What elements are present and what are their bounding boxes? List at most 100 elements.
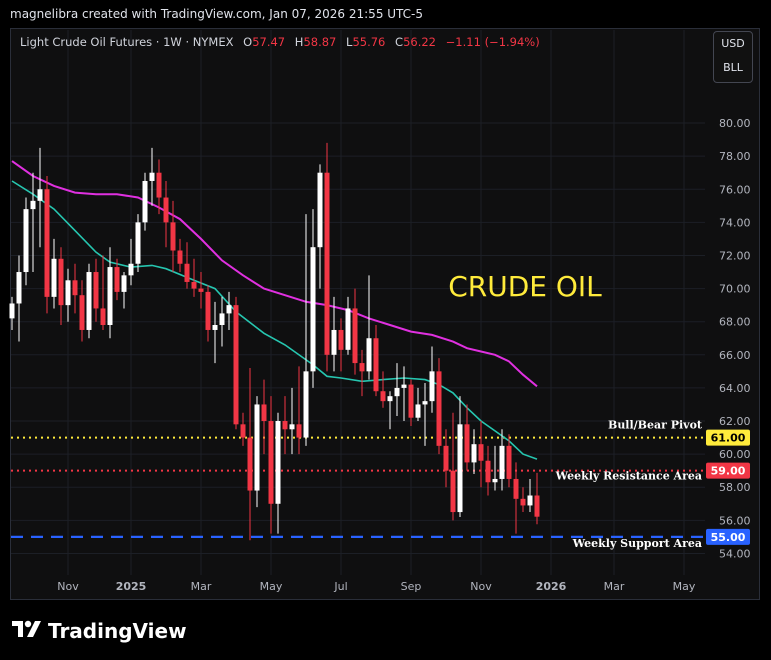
candle-body <box>51 258 57 297</box>
x-tick-label: Mar <box>191 580 212 593</box>
candle-body <box>478 444 484 461</box>
candle-body <box>205 291 211 330</box>
candle-body <box>86 272 92 330</box>
candle-body <box>366 338 372 372</box>
candle-body <box>121 275 127 292</box>
y-tick-label: 58.00 <box>719 481 751 494</box>
y-tick-label: 60.00 <box>719 448 751 461</box>
ohlc-legend: Light Crude Oil Futures · 1W · NYMEX O57… <box>20 35 540 49</box>
low-value: 55.76 <box>352 35 386 49</box>
y-tick-label: 78.00 <box>719 150 751 163</box>
candle-body <box>261 404 267 422</box>
level-label: Weekly Resistance Area <box>555 470 702 483</box>
high-value: 58.87 <box>303 35 337 49</box>
slow-moving-average-line <box>11 160 538 388</box>
tradingview-logo-icon <box>12 619 42 643</box>
candle-body <box>296 424 302 438</box>
candle-body <box>394 387 400 397</box>
candle-body <box>324 172 330 355</box>
candle-body <box>142 180 148 223</box>
candle-body <box>219 313 225 325</box>
x-tick-label: Sep <box>401 580 422 593</box>
candle-body <box>352 308 358 364</box>
credit-text: magnelibra created with TradingView.com,… <box>10 7 424 21</box>
candle-body <box>373 338 379 392</box>
candle-body <box>513 478 519 499</box>
candle-body <box>331 329 337 355</box>
candle-body <box>310 247 316 372</box>
candle-body <box>44 189 50 297</box>
candle-body <box>527 495 533 506</box>
candle-body <box>359 363 365 372</box>
low-label: L <box>346 35 353 49</box>
candle-body <box>156 172 162 198</box>
candle-body <box>226 305 232 314</box>
candle-body <box>303 371 309 438</box>
candle-body <box>387 396 393 402</box>
candle-body <box>163 197 169 223</box>
y-tick-label: 66.00 <box>719 349 751 362</box>
candle-body <box>240 424 246 438</box>
candle-body <box>499 445 505 479</box>
candle-body <box>37 189 43 201</box>
candle-body <box>212 325 218 330</box>
chart-title-annotation: CRUDE OIL <box>448 270 602 303</box>
candle-body <box>177 250 183 264</box>
candle-body <box>93 272 99 309</box>
candle-body <box>317 172 323 248</box>
y-tick-label: 70.00 <box>719 283 751 296</box>
candle-body <box>520 498 526 506</box>
x-tick-label: Nov <box>57 580 79 593</box>
candle-body <box>450 470 456 513</box>
candle-body <box>485 460 491 483</box>
x-tick-label: 2025 <box>116 580 147 593</box>
candle-body <box>191 281 197 289</box>
candle-body <box>135 222 141 264</box>
candle-body <box>401 384 407 388</box>
candle-body <box>408 384 414 418</box>
x-tick-label: May <box>673 580 696 593</box>
candle-body <box>289 424 295 430</box>
candle-body <box>506 445 512 479</box>
candle-body <box>184 263 190 282</box>
candle-body <box>345 308 351 350</box>
y-tick-label: 74.00 <box>719 216 751 229</box>
candle-body <box>198 288 204 292</box>
candle-body <box>233 305 239 425</box>
level-price-tag <box>706 429 750 446</box>
candle-body <box>58 258 64 306</box>
candle-body <box>429 371 435 402</box>
candle-body <box>282 421 288 430</box>
candle-body <box>128 263 134 276</box>
brand-name: TradingView <box>48 619 187 643</box>
tradingview-branding: TradingView <box>12 619 187 643</box>
candle-body <box>79 295 85 330</box>
change-value: −1.11 (−1.94%) <box>445 35 540 49</box>
candle-body <box>275 421 281 504</box>
open-value: 57.47 <box>252 35 286 49</box>
candle-body <box>254 404 260 491</box>
candle-body <box>9 303 15 319</box>
currency-unit-toggle[interactable]: USD BLL <box>713 31 753 83</box>
unit-button[interactable]: BLL <box>723 61 743 74</box>
candle-body <box>471 444 477 463</box>
candle-body <box>149 172 155 181</box>
y-tick-label: 56.00 <box>719 514 751 527</box>
candle-body <box>268 421 274 504</box>
x-tick-label: Jul <box>333 580 347 593</box>
level-label: Bull/Bear Pivot <box>608 419 703 432</box>
candle-body <box>100 308 106 325</box>
level-label: Weekly Support Area <box>572 537 702 550</box>
x-tick-label: 2026 <box>536 580 567 593</box>
candle-body <box>247 437 253 491</box>
level-price-tag-text: 55.00 <box>711 531 746 544</box>
currency-button[interactable]: USD <box>721 37 745 50</box>
level-price-tag <box>706 528 750 545</box>
candle-body <box>492 478 498 483</box>
candle-body <box>422 401 428 405</box>
candle-body <box>338 329 344 350</box>
level-price-tag-text: 61.00 <box>711 432 746 445</box>
candle-body <box>464 424 470 463</box>
candle-body <box>457 424 463 513</box>
